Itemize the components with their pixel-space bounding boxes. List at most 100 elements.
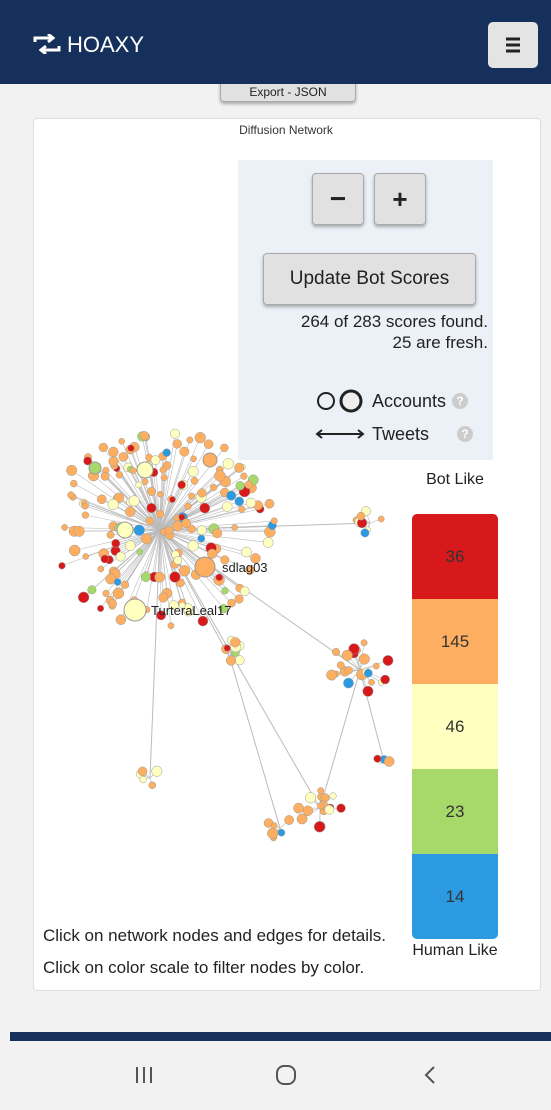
node[interactable] <box>222 458 234 470</box>
node[interactable] <box>324 804 335 815</box>
zoom-out-button[interactable]: − <box>312 173 364 225</box>
edge[interactable] <box>134 446 161 531</box>
node[interactable] <box>317 787 325 795</box>
node[interactable] <box>188 492 195 500</box>
node[interactable] <box>73 525 85 537</box>
node[interactable] <box>264 498 275 509</box>
node[interactable] <box>137 766 148 777</box>
node[interactable] <box>234 655 245 666</box>
node[interactable] <box>160 474 168 482</box>
node[interactable] <box>68 544 81 557</box>
node[interactable] <box>66 464 78 476</box>
edge[interactable] <box>159 480 195 531</box>
scale-segment[interactable]: 145 <box>412 599 498 684</box>
node[interactable] <box>380 674 390 685</box>
node[interactable] <box>270 517 278 525</box>
node[interactable] <box>128 495 140 507</box>
node[interactable] <box>97 494 107 505</box>
node[interactable] <box>305 792 317 804</box>
node[interactable] <box>170 428 180 439</box>
node[interactable] <box>360 639 368 647</box>
edge[interactable] <box>115 529 161 544</box>
node[interactable] <box>220 443 229 453</box>
edge[interactable] <box>149 529 161 779</box>
node[interactable] <box>234 594 244 604</box>
edge[interactable] <box>130 469 161 531</box>
node[interactable] <box>97 604 105 612</box>
node[interactable] <box>341 649 353 661</box>
node[interactable] <box>108 456 119 467</box>
node[interactable] <box>277 828 286 837</box>
node[interactable] <box>87 585 97 595</box>
node[interactable] <box>360 528 370 538</box>
node[interactable] <box>373 754 382 763</box>
node[interactable] <box>226 490 237 501</box>
node[interactable] <box>140 572 151 582</box>
edge[interactable] <box>159 529 224 609</box>
node[interactable] <box>240 472 248 480</box>
node[interactable] <box>158 592 169 603</box>
node[interactable] <box>187 540 199 552</box>
node[interactable] <box>115 471 124 479</box>
node[interactable] <box>313 821 326 833</box>
node[interactable] <box>343 677 354 689</box>
node[interactable] <box>155 509 165 519</box>
node[interactable] <box>106 530 115 539</box>
node[interactable] <box>372 662 380 670</box>
edge[interactable] <box>159 484 182 531</box>
node[interactable] <box>181 518 192 529</box>
node[interactable] <box>178 513 186 521</box>
node[interactable] <box>187 466 199 478</box>
node[interactable] <box>238 505 246 513</box>
edge[interactable] <box>117 529 161 583</box>
node[interactable] <box>129 467 137 474</box>
node[interactable] <box>136 548 144 556</box>
node[interactable] <box>244 480 253 489</box>
edge[interactable] <box>159 529 189 609</box>
node[interactable] <box>135 481 142 489</box>
node[interactable] <box>250 553 261 564</box>
node[interactable] <box>234 496 244 507</box>
edge[interactable] <box>130 511 161 531</box>
node[interactable] <box>241 546 252 558</box>
node[interactable] <box>88 461 102 475</box>
edge[interactable] <box>159 529 176 565</box>
brand[interactable]: HOAXY <box>67 32 145 57</box>
node[interactable] <box>125 540 136 551</box>
node[interactable] <box>336 661 345 670</box>
node[interactable] <box>203 439 214 449</box>
node[interactable] <box>358 653 370 665</box>
node[interactable] <box>184 502 192 510</box>
edge[interactable] <box>134 529 161 601</box>
node[interactable] <box>240 586 250 597</box>
network-graph[interactable]: sdlag03 TurteraLeal17 <box>33 118 539 988</box>
node[interactable] <box>329 792 337 800</box>
node[interactable] <box>383 756 395 767</box>
node[interactable] <box>154 571 166 583</box>
node[interactable] <box>336 803 346 813</box>
node[interactable] <box>235 481 245 491</box>
menu-button[interactable] <box>488 22 538 68</box>
edge[interactable] <box>145 529 161 578</box>
edge[interactable] <box>100 529 161 609</box>
node[interactable] <box>159 466 167 474</box>
node[interactable] <box>197 534 206 543</box>
node[interactable] <box>127 444 135 452</box>
node[interactable] <box>296 813 308 825</box>
node[interactable] <box>167 622 175 630</box>
node[interactable] <box>267 827 279 839</box>
node[interactable] <box>168 600 179 611</box>
node[interactable] <box>108 599 117 609</box>
edge[interactable] <box>154 529 161 577</box>
edge[interactable] <box>159 529 172 626</box>
node[interactable] <box>98 442 109 453</box>
edge[interactable] <box>115 529 161 552</box>
node[interactable] <box>136 461 154 479</box>
node[interactable] <box>199 502 211 514</box>
edge[interactable] <box>159 499 173 531</box>
node[interactable] <box>234 462 245 473</box>
node[interactable] <box>262 537 274 548</box>
node[interactable] <box>223 644 231 652</box>
edge[interactable] <box>146 529 161 610</box>
node[interactable] <box>190 455 197 463</box>
